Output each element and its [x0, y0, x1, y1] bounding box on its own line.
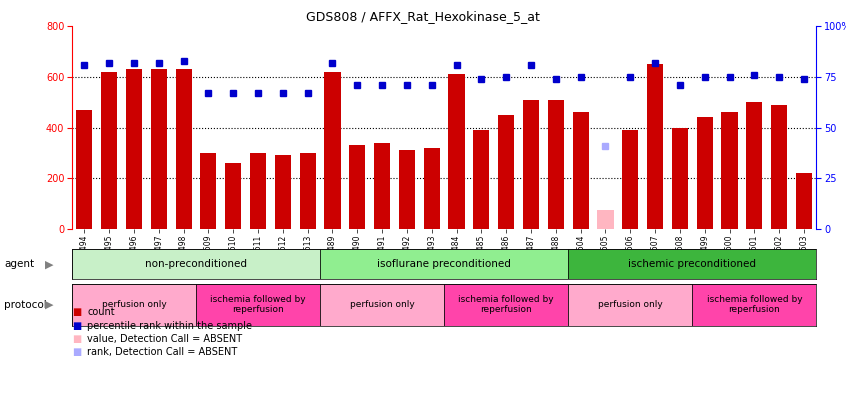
Bar [448, 75, 464, 229]
Text: ischemia followed by
reperfusion: ischemia followed by reperfusion [706, 295, 802, 314]
Bar [647, 64, 663, 229]
Text: non-preconditioned: non-preconditioned [145, 259, 247, 269]
Bar [275, 156, 291, 229]
Text: ■: ■ [72, 347, 81, 357]
Bar [622, 130, 639, 229]
Bar [498, 115, 514, 229]
Bar [424, 148, 440, 229]
Text: ■: ■ [72, 321, 81, 330]
Bar [696, 117, 713, 229]
Bar [76, 110, 92, 229]
Bar [569, 284, 692, 326]
Bar [196, 284, 320, 326]
Bar [569, 249, 816, 279]
Bar [250, 153, 266, 229]
Bar [101, 72, 118, 229]
Bar [374, 143, 390, 229]
Bar [672, 128, 688, 229]
Bar [324, 72, 341, 229]
Bar [201, 153, 217, 229]
Text: ischemia followed by
reperfusion: ischemia followed by reperfusion [459, 295, 554, 314]
Bar [398, 150, 415, 229]
Bar [320, 249, 569, 279]
Bar [320, 284, 444, 326]
Text: ▶: ▶ [45, 300, 53, 310]
Bar [746, 102, 762, 229]
Text: ischemia followed by
reperfusion: ischemia followed by reperfusion [210, 295, 306, 314]
Text: protocol: protocol [4, 300, 47, 310]
Text: rank, Detection Call = ABSENT: rank, Detection Call = ABSENT [87, 347, 238, 357]
Bar [771, 105, 788, 229]
Bar [72, 249, 320, 279]
Text: ■: ■ [72, 334, 81, 344]
Bar [299, 153, 316, 229]
Text: ischemic preconditioned: ischemic preconditioned [629, 259, 756, 269]
Text: percentile rank within the sample: percentile rank within the sample [87, 321, 252, 330]
Text: perfusion only: perfusion only [349, 300, 415, 309]
Text: isoflurane preconditioned: isoflurane preconditioned [377, 259, 511, 269]
Bar [349, 145, 365, 229]
Text: count: count [87, 307, 115, 317]
Bar [722, 112, 738, 229]
Text: perfusion only: perfusion only [598, 300, 662, 309]
Bar [225, 163, 241, 229]
Bar [523, 100, 539, 229]
Bar [692, 284, 816, 326]
Text: ■: ■ [72, 307, 81, 317]
Text: GDS808 / AFFX_Rat_Hexokinase_5_at: GDS808 / AFFX_Rat_Hexokinase_5_at [306, 10, 540, 23]
Bar [175, 69, 192, 229]
Text: agent: agent [4, 259, 35, 269]
Bar [796, 173, 812, 229]
Bar [72, 284, 196, 326]
Text: ▶: ▶ [45, 259, 53, 269]
Bar [547, 100, 564, 229]
Text: perfusion only: perfusion only [102, 300, 167, 309]
Bar [444, 284, 569, 326]
Bar [573, 112, 589, 229]
Text: value, Detection Call = ABSENT: value, Detection Call = ABSENT [87, 334, 242, 344]
Bar [126, 69, 142, 229]
Bar [151, 69, 167, 229]
Bar [597, 210, 613, 229]
Bar [473, 130, 490, 229]
